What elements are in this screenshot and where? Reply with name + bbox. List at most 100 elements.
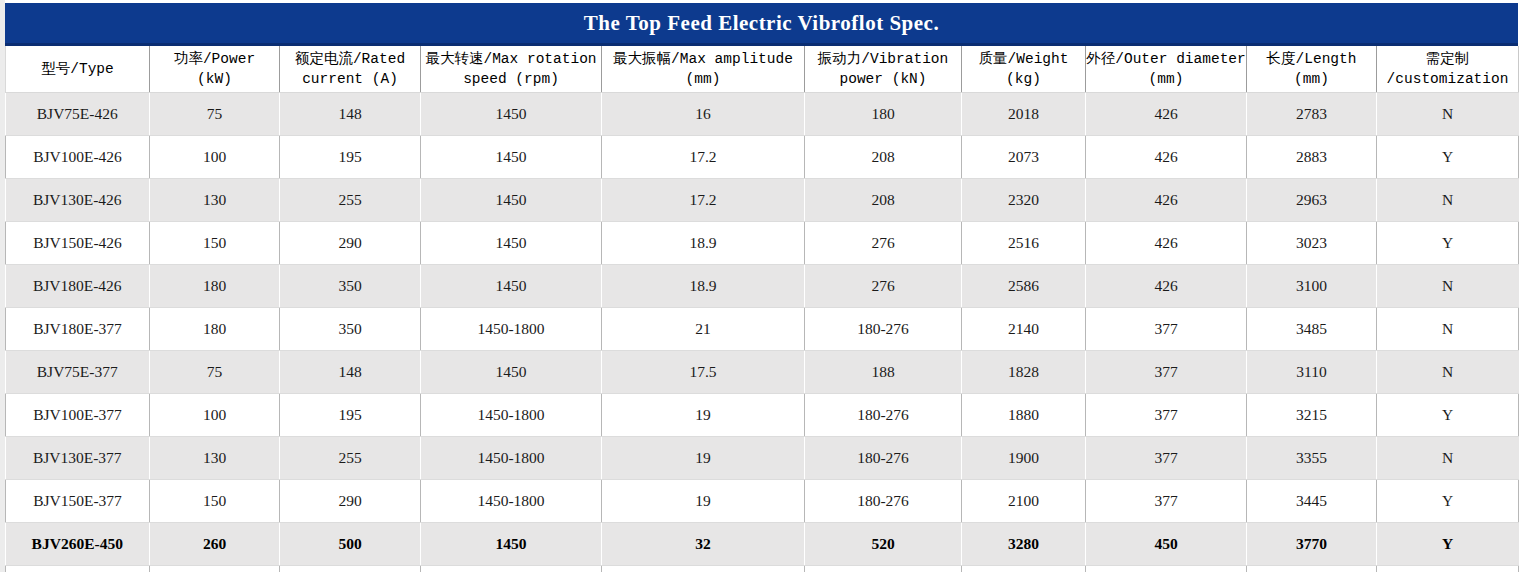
table-cell: N [1377,93,1519,136]
table-cell: 16 [602,93,805,136]
column-header-5: 振动力/Vibrationpower (kN) [805,46,962,93]
table-cell: N [1377,437,1519,480]
table-cell: 100 [150,136,280,179]
table-row: BJV130E-426130255145017.220823204262963N [6,179,1519,222]
table-cell: BJV180E-377 [6,308,150,351]
table-cell: 350 [280,265,421,308]
column-header-0: 型号/Type [6,46,150,93]
table-cell: 150 [150,222,280,265]
table-cell: 18.9 [602,222,805,265]
table-row: BJV100E-3771001951450-180019180-27618803… [6,394,1519,437]
table-row: BJV75E-37775148145017.518818283773110N [6,351,1519,394]
column-header-3: 最大转速/Max rotationspeed (rpm) [421,46,602,93]
table-row: BJV150E-3771502901450-180019180-27621003… [6,480,1519,523]
column-header-1: 功率/Power(kW) [150,46,280,93]
column-header-line2: (mm) [602,69,804,89]
partial-next-row [6,566,1519,572]
table-cell-empty [421,566,602,572]
column-header-line1: 外径/Outer diameter [1086,49,1246,69]
table-cell-empty [6,566,150,572]
table-row: BJV100E-426100195145017.220820734262883Y [6,136,1519,179]
table-cell: 2140 [962,308,1086,351]
table-cell: 17.2 [602,179,805,222]
table-cell: Y [1377,394,1519,437]
table-row: BJV180E-426180350145018.927625864263100N [6,265,1519,308]
table-cell: 130 [150,179,280,222]
spec-table: 型号/Type功率/Power(kW)额定电流/Ratedcurrent (A)… [5,46,1519,572]
table-cell: 377 [1086,308,1247,351]
table-cell-empty [150,566,280,572]
table-cell: 3215 [1247,394,1377,437]
table-cell: 150 [150,480,280,523]
table-cell-empty [805,566,962,572]
table-cell: 3485 [1247,308,1377,351]
table-cell: 255 [280,179,421,222]
table-cell: 21 [602,308,805,351]
table-cell: 17.2 [602,136,805,179]
table-row: BJV150E-426150290145018.927625164263023Y [6,222,1519,265]
table-cell: 3355 [1247,437,1377,480]
table-cell: 3110 [1247,351,1377,394]
table-cell: 208 [805,136,962,179]
column-header-8: 长度/Length(mm) [1247,46,1377,93]
table-cell: N [1377,179,1519,222]
table-cell: 2018 [962,93,1086,136]
table-cell: BJV100E-426 [6,136,150,179]
table-cell-empty [962,566,1086,572]
column-header-line2: (mm) [1247,69,1376,89]
table-cell: 148 [280,351,421,394]
table-cell: 100 [150,394,280,437]
column-header-line2: power (kN) [805,69,961,89]
table-cell: 195 [280,136,421,179]
table-cell: 1828 [962,351,1086,394]
column-header-line2: (kW) [150,69,279,89]
table-cell: 1450-1800 [421,308,602,351]
table-cell: 1450 [421,351,602,394]
table-row: BJV130E-3771302551450-180019180-27619003… [6,437,1519,480]
table-cell: 377 [1086,437,1247,480]
column-header-line1: 最大振幅/Max amplitude [602,49,804,69]
column-header-line1: 质量/Weight [962,49,1085,69]
table-cell: 180 [805,93,962,136]
table-cell: 19 [602,480,805,523]
table-cell: 17.5 [602,351,805,394]
column-header-line1: 型号/Type [6,59,149,79]
table-cell: BJV130E-426 [6,179,150,222]
table-cell: BJV100E-377 [6,394,150,437]
table-cell: N [1377,308,1519,351]
table-row: BJV75E-4267514814501618020184262783N [6,93,1519,136]
table-cell: 3023 [1247,222,1377,265]
table-cell: 500 [280,523,421,566]
table-cell: BJV75E-426 [6,93,150,136]
column-header-line1: 需定制 [1377,49,1518,69]
table-cell: 130 [150,437,280,480]
content: The Top Feed Electric Vibroflot Spec. 型号… [5,3,1518,572]
table-cell: 2516 [962,222,1086,265]
table-row: BJV260E-45026050014503252032804503770Y [6,523,1519,566]
table-cell: 1900 [962,437,1086,480]
column-header-line1: 额定电流/Rated [280,49,420,69]
table-cell: 2963 [1247,179,1377,222]
table-cell: 1450 [421,179,602,222]
table-cell: Y [1377,222,1519,265]
table-row: BJV180E-3771803501450-180021180-27621403… [6,308,1519,351]
table-cell: 1450-1800 [421,394,602,437]
table-cell: 1450 [421,93,602,136]
table-cell: BJV150E-377 [6,480,150,523]
column-header-line2: current (A) [280,69,420,89]
table-cell: 426 [1086,136,1247,179]
table-cell: N [1377,351,1519,394]
column-header-7: 外径/Outer diameter(mm) [1086,46,1247,93]
table-header: 型号/Type功率/Power(kW)额定电流/Ratedcurrent (A)… [6,46,1519,93]
table-cell: 426 [1086,265,1247,308]
table-cell: 208 [805,179,962,222]
column-header-2: 额定电流/Ratedcurrent (A) [280,46,421,93]
column-header-line2: (mm) [1086,69,1246,89]
table-cell: 276 [805,265,962,308]
table-body: BJV75E-4267514814501618020184262783NBJV1… [6,93,1519,572]
table-cell: 1450-1800 [421,480,602,523]
table-cell: 3280 [962,523,1086,566]
table-cell-empty [280,566,421,572]
column-header-line2: speed (rpm) [421,69,601,89]
column-header-line1: 长度/Length [1247,49,1376,69]
